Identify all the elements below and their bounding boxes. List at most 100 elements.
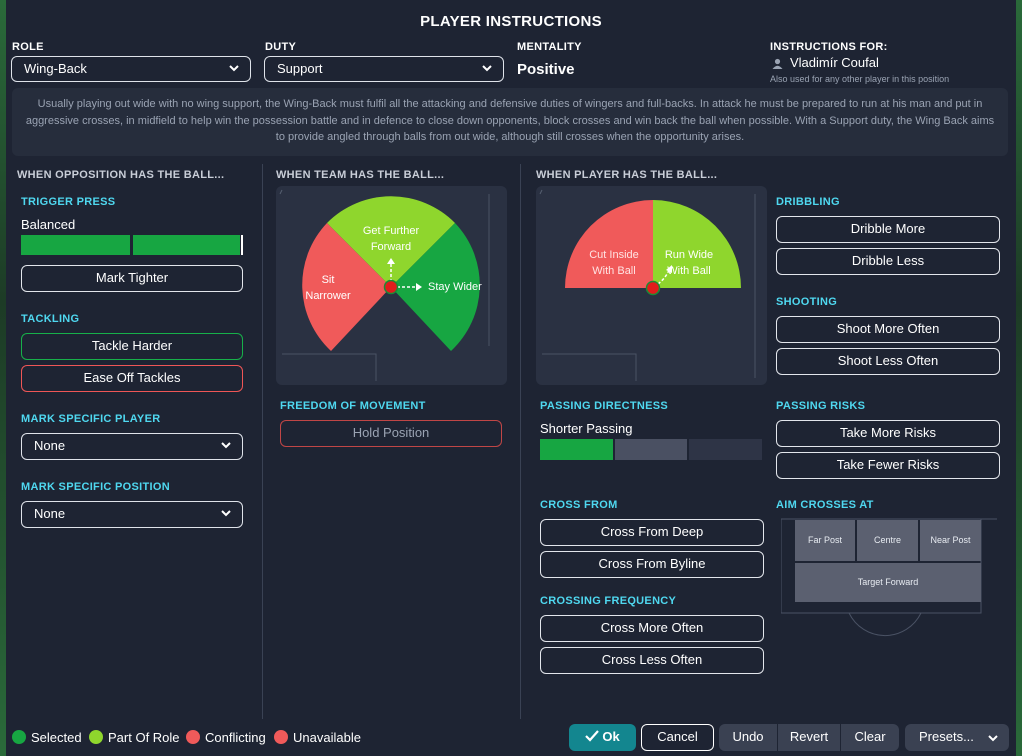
dribble-diagram-panel: Cut Inside With Ball Run Wide With Ball [536,186,767,385]
centre-zone[interactable]: Centre [857,520,918,561]
cross-from-byline-button[interactable]: Cross From Byline [540,551,764,578]
duty-label: DUTY [265,41,297,53]
dialog-title: PLAYER INSTRUCTIONS [420,13,602,30]
tackle-harder-button[interactable]: Tackle Harder [21,333,243,360]
get-further-forward-wedge[interactable] [327,196,455,287]
dribble-more-button[interactable]: Dribble More [776,216,1000,243]
trigger-press-title: TRIGGER PRESS [21,196,116,208]
cancel-button[interactable]: Cancel [641,724,714,751]
dribble-diagram [539,189,756,381]
undo-button[interactable]: Undo [719,724,777,751]
duty-dropdown[interactable]: Support [264,56,504,82]
mark-specific-position-title: MARK SPECIFIC POSITION [21,481,170,493]
stay-wider-label: Stay Wider [428,281,482,293]
instructions-for-note: Also used for any other player in this p… [770,74,950,84]
cut-inside-label: Cut Inside With Ball [589,249,639,277]
team-ball-heading: WHEN TEAM HAS THE BALL... [276,169,445,181]
column-divider [262,164,263,719]
run-wide-wedge[interactable] [653,200,741,288]
near-post-zone[interactable]: Near Post [920,520,981,561]
far-post-zone[interactable]: Far Post [795,520,855,561]
cut-inside-wedge[interactable] [565,200,653,288]
cross-from-title: CROSS FROM [540,499,618,511]
presets-button[interactable]: Presets... [905,724,1009,751]
player-position-marker [645,280,661,296]
crossing-frequency-title: CROSSING FREQUENCY [540,595,677,607]
legend-selected-label: Selected [31,730,82,745]
ease-off-tackles-button[interactable]: Ease Off Tackles [21,365,243,392]
legend-part-of-role: Part Of Role [89,730,180,745]
unavailable-dot-icon [274,730,288,744]
player-position-marker [383,279,399,295]
sit-narrower-label: Sit Narrower [305,274,351,302]
shoot-less-often-button[interactable]: Shoot Less Often [776,348,1000,375]
revert-button[interactable]: Revert [778,724,840,751]
legend-selected: Selected [12,730,82,745]
stay-wider-wedge[interactable] [391,223,480,351]
target-forward-zone[interactable]: Target Forward [795,563,981,602]
freedom-of-movement-title: FREEDOM OF MOVEMENT [280,400,426,412]
legend-conflicting: Conflicting [186,730,266,745]
chevron-down-icon [229,65,239,72]
passing-segment-mixed [615,439,687,460]
instructions-for-label: INSTRUCTIONS FOR: [770,41,888,53]
trigger-press-handle[interactable] [241,235,243,255]
passing-directness-value: Shorter Passing [540,421,633,436]
checkmark-icon [585,730,600,742]
role-value: Wing-Back [24,61,87,76]
mark-tighter-button[interactable]: Mark Tighter [21,265,243,292]
trigger-press-slider[interactable] [21,235,243,255]
person-icon [772,58,783,69]
cross-from-deep-button[interactable]: Cross From Deep [540,519,764,546]
role-label: ROLE [12,41,44,53]
passing-directness-slider[interactable] [540,439,762,460]
aim-crosses-title: AIM CROSSES AT [776,499,874,511]
legend-part-of-role-label: Part Of Role [108,730,180,745]
background-edge-right [1016,0,1022,756]
legend-unavailable: Unavailable [274,730,361,745]
role-dropdown[interactable]: Wing-Back [11,56,251,82]
player-name[interactable]: Vladimír Coufal [790,55,879,70]
hold-position-button[interactable]: Hold Position [280,420,502,447]
chevron-down-icon [482,65,492,72]
sit-narrower-wedge[interactable] [302,223,391,351]
run-wide-label: Run Wide With Ball [664,249,714,277]
dribble-less-button[interactable]: Dribble Less [776,248,1000,275]
penalty-area-lines [781,518,997,636]
ok-button[interactable]: Ok [569,724,636,751]
mark-position-value: None [34,506,66,521]
presets-label: Presets... [919,729,974,744]
legend-unavailable-label: Unavailable [293,730,361,745]
legend-conflicting-label: Conflicting [205,730,266,745]
mentality-label: MENTALITY [517,41,582,53]
shoot-more-often-button[interactable]: Shoot More Often [776,316,1000,343]
shooting-title: SHOOTING [776,296,838,308]
movement-diagram [279,189,490,381]
background-edge-left [0,0,6,756]
selected-dot-icon [12,730,26,744]
passing-segment-short [540,439,613,460]
mentality-value: Positive [517,61,575,78]
trigger-press-segment-mid [133,235,240,255]
cross-less-often-button[interactable]: Cross Less Often [540,647,764,674]
column-divider [520,164,521,719]
take-fewer-risks-button[interactable]: Take Fewer Risks [776,452,1000,479]
chevron-down-icon [988,735,998,742]
aim-crosses-diagram: Far Post Centre Near Post Target Forward [781,518,997,668]
clear-button[interactable]: Clear [841,724,899,751]
cross-more-often-button[interactable]: Cross More Often [540,615,764,642]
mark-player-dropdown[interactable]: None [21,433,243,460]
movement-diagram-panel: Get Further Forward Sit Narrower Stay Wi… [276,186,507,385]
duty-value: Support [277,61,323,76]
trigger-press-value: Balanced [21,217,76,232]
ok-label: Ok [602,729,620,744]
passing-segment-direct [689,439,762,460]
trigger-press-segment-low [21,235,130,255]
part-of-role-dot-icon [89,730,103,744]
tackling-title: TACKLING [21,313,80,325]
take-more-risks-button[interactable]: Take More Risks [776,420,1000,447]
get-further-forward-label: Get Further Forward [362,225,420,253]
mark-position-dropdown[interactable]: None [21,501,243,528]
opposition-heading: WHEN OPPOSITION HAS THE BALL... [17,169,225,181]
dribbling-title: DRIBBLING [776,196,840,208]
